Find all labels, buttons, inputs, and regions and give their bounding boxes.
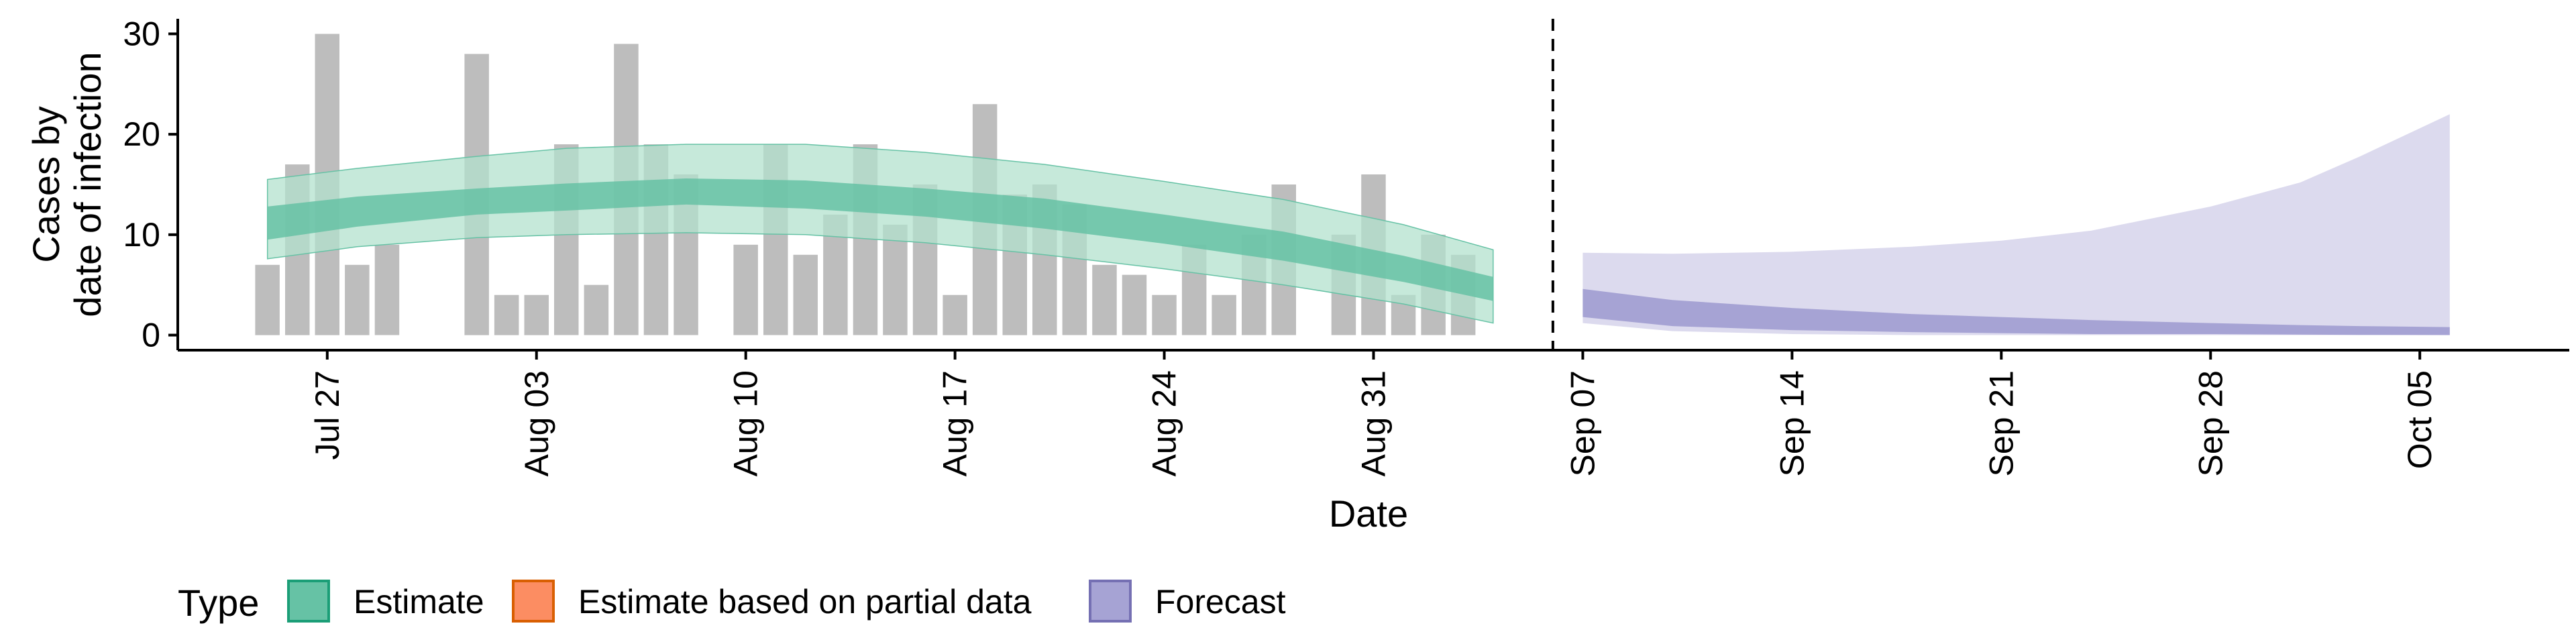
case-bar-2023-08-05 bbox=[584, 284, 609, 335]
axes: 0 10 20 30 Jul 27 Aug 03 Aug 10 Aug 17 Aug 24 Aug… bbox=[25, 15, 2569, 535]
case-bar-2023-08-15 bbox=[883, 224, 908, 335]
forecast-legend-key bbox=[1089, 580, 1132, 623]
x-axis-title: Date bbox=[1329, 492, 1408, 535]
y-tick-label-30: 30 bbox=[123, 15, 160, 52]
x-tick-label-2023-09-21: Sep 21 bbox=[1982, 370, 2020, 476]
case-bar-2023-08-24 bbox=[1152, 294, 1177, 335]
x-tick-label-2023-10-05: Oct 05 bbox=[2401, 370, 2438, 469]
partial-estimate-legend-key bbox=[512, 580, 555, 623]
x-tick-label-2023-09-07: Sep 07 bbox=[1564, 370, 1601, 476]
case-bar-2023-08-23 bbox=[1122, 274, 1147, 335]
case-bar-2023-08-26 bbox=[1212, 294, 1236, 335]
estimate-legend-label: Estimate bbox=[354, 583, 484, 621]
x-tick-label-2023-08-03: Aug 03 bbox=[518, 370, 555, 476]
legend: Type Estimate Estimate based on partial da… bbox=[178, 580, 1286, 624]
x-tick-label-2023-08-24: Aug 24 bbox=[1146, 370, 1183, 476]
x-tick-label-2023-08-31: Aug 31 bbox=[1355, 370, 1393, 476]
legend-title: Type bbox=[178, 582, 259, 624]
case-bar-2023-07-25 bbox=[255, 264, 280, 335]
x-tick-label-2023-08-17: Aug 17 bbox=[936, 370, 974, 476]
estimate-outer-band bbox=[266, 144, 1494, 324]
forecast-legend-label: Forecast bbox=[1155, 583, 1286, 621]
case-bar-2023-08-10 bbox=[733, 244, 758, 335]
y-tick-label-0: 0 bbox=[142, 317, 160, 354]
case-bar-2023-08-22 bbox=[1092, 264, 1117, 335]
partial-estimate-legend-label: Estimate based on partial data bbox=[578, 583, 1032, 621]
plot-area bbox=[255, 19, 2450, 350]
y-axis-title-line-2: date of infection bbox=[66, 52, 109, 317]
x-tick-label-2023-07-27: Jul 27 bbox=[309, 370, 346, 460]
case-bar-2023-07-28 bbox=[345, 264, 370, 335]
forecast-inner-band bbox=[1582, 288, 2450, 335]
y-tick-label-20: 20 bbox=[123, 115, 160, 153]
case-bar-2023-07-29 bbox=[374, 244, 400, 335]
x-tick-label-2023-09-14: Sep 14 bbox=[1773, 370, 1811, 476]
case-bar-2023-08-03 bbox=[524, 294, 549, 335]
case-bar-2023-08-02 bbox=[494, 294, 519, 335]
x-tick-label-2023-08-10: Aug 10 bbox=[727, 370, 765, 476]
estimate-legend-key bbox=[287, 580, 330, 623]
x-tick-label-2023-09-28: Sep 28 bbox=[2192, 370, 2229, 476]
estimate-inner-band bbox=[267, 178, 1493, 301]
forecast-outer-band bbox=[1582, 114, 2450, 335]
y-tick-label-10: 10 bbox=[123, 216, 160, 254]
case-bar-2023-08-12 bbox=[793, 254, 818, 335]
case-bar-2023-08-17 bbox=[943, 294, 967, 335]
y-axis-title-line-1: Cases by bbox=[25, 106, 67, 262]
